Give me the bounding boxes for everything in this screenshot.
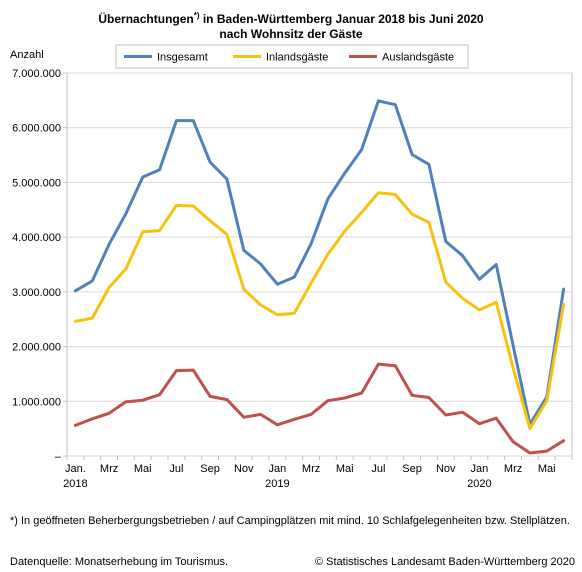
x-tick-label: Sep: [200, 463, 220, 475]
y-tick-label: 1.000.000: [12, 396, 61, 408]
legend-label: Insgesamt: [157, 52, 208, 64]
x-tick-label: Jan: [269, 463, 287, 475]
series-line-auslandsg-ste: [73, 362, 566, 455]
y-tick-label: 4.000.000: [12, 232, 61, 244]
x-year-label: 2020: [467, 478, 491, 490]
chart-title-line1: Übernachtungen*) in Baden-Württemberg Ja…: [0, 8, 582, 27]
line-chart: – 1.000.000 2.000.000 3.000.000 4.000.000 5.0…: [10, 44, 573, 490]
y-tick-label: –: [55, 451, 62, 463]
legend-label: Auslandsgäste: [382, 52, 454, 64]
y-tick-label: 3.000.000: [12, 287, 61, 299]
x-tick-label: Mai: [336, 463, 354, 475]
x-tick-label: Mrz: [100, 463, 118, 475]
x-tick-label: Mai: [538, 463, 556, 475]
footnote: *) In geöffneten Beherbergungsbetrieben …: [10, 515, 570, 527]
y-tick-label: 6.000.000: [12, 123, 61, 135]
x-tick-label: Jul: [371, 463, 385, 475]
chart-title: Übernachtungen*) in Baden-Württemberg Ja…: [0, 8, 582, 42]
y-tick-label: 7.000.000: [12, 68, 61, 80]
chart-title-line2: nach Wohnsitz der Gäste: [219, 27, 363, 41]
series-line-insgesamt: [73, 99, 566, 426]
y-axis-label: Anzahl: [10, 49, 44, 61]
x-year-label: 2019: [265, 478, 289, 490]
data-source: Datenquelle: Monatserhebung im Tourismus…: [10, 556, 229, 568]
x-tick-label: Sep: [402, 463, 422, 475]
copyright: © Statistisches Landesamt Baden-Württemb…: [314, 556, 575, 568]
x-tick-label: Jul: [169, 463, 183, 475]
series-line-inlandsg-ste: [73, 191, 566, 431]
title-text-rest: in Baden-Württemberg Januar 2018 bis Jun…: [199, 12, 484, 26]
x-year-label: 2018: [63, 478, 87, 490]
x-tick-label: Nov: [234, 463, 254, 475]
x-tick-label: Mrz: [504, 463, 522, 475]
title-footnote-marker: *): [193, 11, 200, 20]
legend: [115, 44, 469, 69]
x-tick-label: Mrz: [302, 463, 320, 475]
title-text: Übernachtungen: [98, 12, 194, 26]
y-tick-label: 2.000.000: [12, 342, 61, 354]
x-tick-label: Nov: [436, 463, 456, 475]
legend-label: Inlandsgäste: [266, 52, 328, 64]
x-tick-label: Mai: [134, 463, 152, 475]
x-tick-label: Jan: [471, 463, 489, 475]
y-tick-label: 5.000.000: [12, 177, 61, 189]
x-tick-label: Jan.: [65, 463, 86, 475]
